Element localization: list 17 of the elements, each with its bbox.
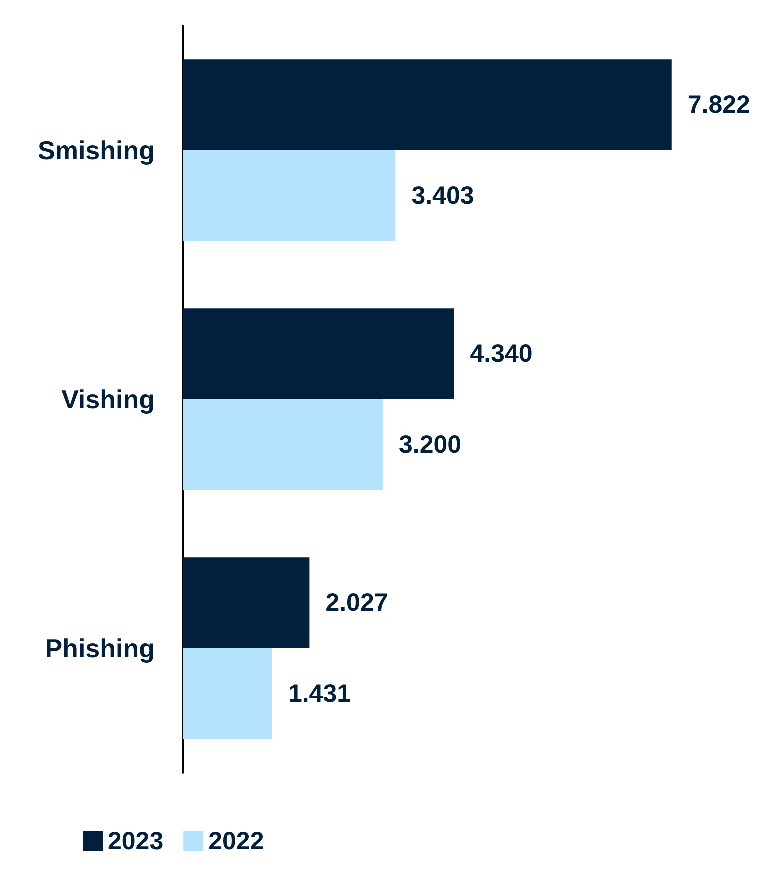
bar [183,400,383,490]
y-tick-label: Smishing [38,136,155,166]
bar [183,558,310,648]
bar [183,60,672,150]
data-label: 3.403 [412,182,474,210]
y-tick-label: Vishing [62,384,155,414]
data-label: 2.027 [326,589,388,618]
data-label: 4.340 [470,340,533,368]
data-label: 3.200 [399,430,462,459]
legend-label: 2022 [208,828,264,856]
y-tick-label: Phishing [45,634,155,664]
bar [183,150,396,242]
bar [183,648,272,740]
bar [183,308,454,400]
legend-label: 2023 [108,828,164,856]
data-label: 1.431 [288,680,352,708]
data-label: 7.822 [688,91,750,120]
